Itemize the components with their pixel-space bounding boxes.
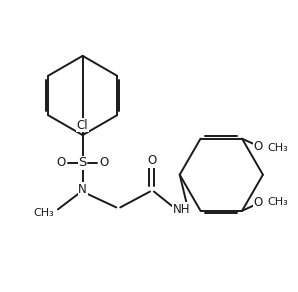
Text: S: S [78, 156, 87, 169]
Text: O: O [253, 196, 263, 209]
Text: O: O [147, 154, 156, 167]
Text: CH₃: CH₃ [268, 197, 288, 207]
Text: Cl: Cl [77, 119, 89, 132]
Text: CH₃: CH₃ [33, 208, 54, 218]
Text: O: O [253, 140, 263, 153]
Text: CH₃: CH₃ [268, 142, 288, 153]
Text: O: O [100, 156, 109, 169]
Text: NH: NH [173, 203, 190, 216]
Text: O: O [56, 156, 66, 169]
Text: N: N [78, 183, 87, 196]
